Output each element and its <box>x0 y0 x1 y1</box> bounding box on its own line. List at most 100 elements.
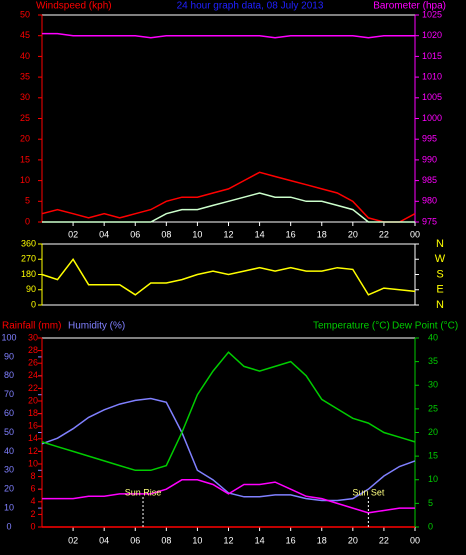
y-tick-label: 6 <box>30 484 35 494</box>
y-tick-label: 4 <box>30 496 35 506</box>
y-tick-label: 15 <box>428 451 438 461</box>
y-tick-label: 25 <box>20 113 30 123</box>
x-tick-label: 14 <box>255 229 265 239</box>
x-tick-label: 22 <box>379 229 389 239</box>
x-tick-label: 20 <box>348 229 358 239</box>
y-tick-label: N <box>436 238 444 250</box>
x-tick-label: 02 <box>68 535 78 545</box>
y-tick-label: 8 <box>30 471 35 481</box>
y-tick-label: 360 <box>21 238 36 248</box>
y-tick-label: 40 <box>4 446 14 456</box>
y-tick-label: 30 <box>20 92 30 102</box>
y-tick-label: 35 <box>20 71 30 81</box>
y-tick-label: 90 <box>4 351 14 361</box>
y-tick-label: 1005 <box>422 92 442 102</box>
y-tick-label: 10 <box>28 458 38 468</box>
x-tick-label: 08 <box>161 229 171 239</box>
y-tick-label: 15 <box>20 154 30 164</box>
y2-axis-label: Barometer (hpa) <box>373 1 446 12</box>
x-tick-label: 00 <box>410 229 420 239</box>
data-line <box>41 257 416 296</box>
series-label: Dew Point (°C) <box>392 321 458 332</box>
x-tick-label: 04 <box>99 229 109 239</box>
y-tick-label: 35 <box>428 356 438 366</box>
x-tick-label: 18 <box>317 229 327 239</box>
x-tick-label: 00 <box>410 535 420 545</box>
y-tick-label: 60 <box>4 408 14 418</box>
data-line <box>41 397 416 502</box>
y-tick-label: 180 <box>21 269 36 279</box>
x-tick-label: 02 <box>68 229 78 239</box>
data-line <box>42 479 415 514</box>
series-label: Humidity (%) <box>68 321 125 332</box>
y-tick-label: 80 <box>4 370 14 380</box>
x-tick-label: 16 <box>286 535 296 545</box>
y-tick-label: 1025 <box>422 9 442 19</box>
y-tick-label: 1000 <box>422 113 442 123</box>
x-tick-label: 06 <box>130 535 140 545</box>
y-tick-label: S <box>436 268 443 280</box>
annotation: Sun Set <box>352 487 385 497</box>
y-tick-label: 30 <box>4 465 14 475</box>
y-axis-label: Windspeed (kph) <box>36 1 112 12</box>
y-tick-label: 1010 <box>422 71 442 81</box>
x-tick-label: 14 <box>255 535 265 545</box>
data-line <box>42 192 415 223</box>
data-line <box>41 351 416 472</box>
y-tick-label: 45 <box>20 30 30 40</box>
x-tick-label: 20 <box>348 535 358 545</box>
x-tick-label: 04 <box>99 535 109 545</box>
y-tick-label: 20 <box>28 395 38 405</box>
y-tick-label: 40 <box>20 51 30 61</box>
y-tick-label: 22 <box>28 383 38 393</box>
y-tick-label: 70 <box>4 389 14 399</box>
y-tick-label: 270 <box>21 254 36 264</box>
y-tick-label: 0 <box>428 521 433 531</box>
y-tick-label: 0 <box>30 521 35 531</box>
x-tick-label: 06 <box>130 229 140 239</box>
y-tick-label: 990 <box>422 154 437 164</box>
series-label: Rainfall (mm) <box>2 321 61 332</box>
y-tick-label: 2 <box>30 509 35 519</box>
y-tick-label: E <box>436 284 443 296</box>
y-tick-label: 90 <box>26 284 36 294</box>
y-tick-label: 5 <box>428 498 433 508</box>
x-tick-label: 12 <box>223 535 233 545</box>
y-tick-label: 20 <box>20 134 30 144</box>
annotation: Sun Rise <box>125 487 162 497</box>
x-tick-label: 18 <box>317 535 327 545</box>
y-tick-label: N <box>436 299 444 311</box>
y-tick-label: 30 <box>28 332 38 342</box>
y-tick-label: 0 <box>25 216 30 226</box>
y-tick-label: 975 <box>422 216 437 226</box>
y-tick-label: 1015 <box>422 51 442 61</box>
y-tick-label: 10 <box>4 502 14 512</box>
x-tick-label: 10 <box>192 535 202 545</box>
y-tick-label: 40 <box>428 332 438 342</box>
y-tick-label: 20 <box>428 427 438 437</box>
y-tick-label: 10 <box>428 474 438 484</box>
y-tick-label: 28 <box>28 345 38 355</box>
y-tick-label: 25 <box>428 403 438 413</box>
y-tick-label: 12 <box>28 446 38 456</box>
y-tick-label: 26 <box>28 358 38 368</box>
y-tick-label: 20 <box>4 484 14 494</box>
y-tick-label: 14 <box>28 433 38 443</box>
data-line <box>42 32 415 39</box>
y-tick-label: 30 <box>428 380 438 390</box>
y-tick-label: 1020 <box>422 30 442 40</box>
y-tick-label: 10 <box>20 175 30 185</box>
y-tick-label: 100 <box>1 332 16 342</box>
x-tick-label: 16 <box>286 229 296 239</box>
y-tick-label: 995 <box>422 134 437 144</box>
data-line <box>41 171 416 223</box>
y-tick-label: W <box>435 253 446 265</box>
series-label: Temperature (°C) <box>313 321 390 332</box>
y-tick-label: 0 <box>31 299 36 309</box>
y-tick-label: 24 <box>28 370 38 380</box>
y-tick-label: 50 <box>4 427 14 437</box>
y-tick-label: 16 <box>28 421 38 431</box>
x-tick-label: 12 <box>223 229 233 239</box>
